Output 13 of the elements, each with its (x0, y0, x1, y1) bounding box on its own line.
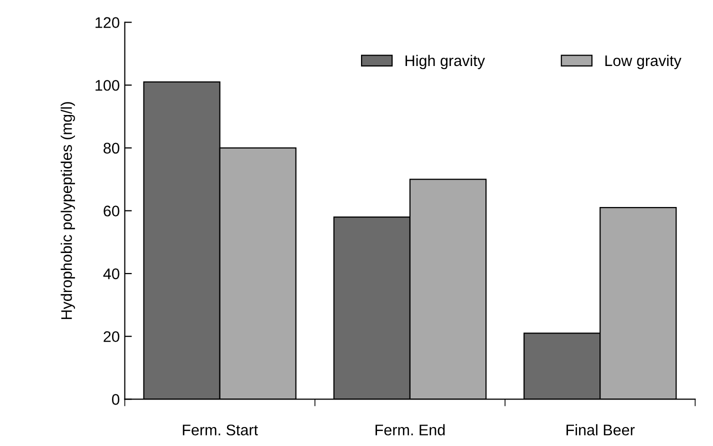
y-tick-label: 20 (104, 331, 120, 342)
y-tick-label: 0 (112, 394, 120, 405)
x-tick-label: Ferm. Start (182, 424, 258, 436)
x-tick-label: Ferm. End (376, 424, 445, 436)
legend-label: High gravity (406, 54, 485, 70)
y-tick-label: 120 (96, 17, 120, 28)
x-tick-label: Final Beer (566, 424, 635, 436)
y-tick-label: 100 (96, 80, 120, 91)
y-tick-label: 40 (103, 268, 120, 280)
y-tick-label: 60 (104, 206, 120, 216)
legend-label: Low gravity (605, 54, 682, 70)
y-tick-label: 80 (104, 142, 120, 154)
y-axis-title: Hydrophobic polypeptides (mg/l) (60, 102, 75, 320)
